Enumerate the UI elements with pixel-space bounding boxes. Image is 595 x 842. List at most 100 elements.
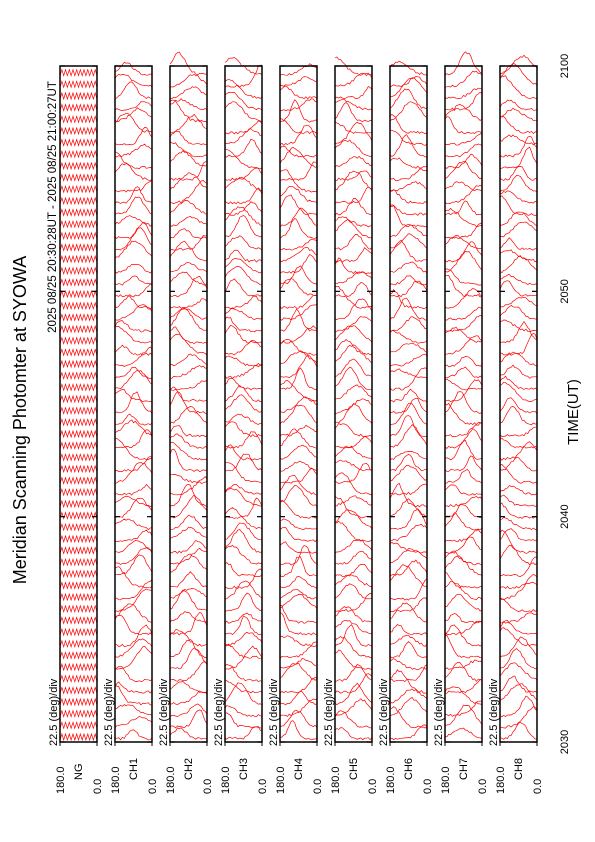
scan-trace: [114, 554, 153, 576]
scan-trace: [499, 364, 538, 379]
scan-trace: [444, 200, 483, 216]
scan-trace: [389, 548, 428, 564]
scan-trace: [114, 196, 153, 215]
scan-trace: [499, 134, 538, 146]
scan-trace: [169, 690, 208, 705]
scan-trace: [334, 339, 373, 356]
scan-trace: [499, 99, 538, 111]
scan-trace: [114, 275, 153, 286]
scan-trace: [224, 562, 263, 577]
scan-trace: [334, 102, 373, 123]
scan-trace: [389, 157, 428, 169]
scan-trace: [279, 194, 318, 216]
scan-trace: [59, 453, 98, 462]
scan-trace: [224, 431, 263, 449]
scan-trace: [279, 635, 318, 647]
scan-trace: [334, 472, 373, 496]
scan-trace: [389, 415, 428, 437]
scan-trace: [169, 709, 208, 729]
y-tick-label: 0.0: [92, 779, 104, 794]
scan-trace: [334, 98, 373, 111]
scan-trace: [59, 254, 98, 264]
scan-trace: [499, 695, 538, 718]
scan-trace: [169, 180, 208, 205]
scan-trace: [169, 275, 208, 298]
scan-trace: [224, 258, 263, 274]
scan-trace: [334, 520, 373, 542]
scan-trace: [224, 176, 263, 192]
scan-trace: [499, 528, 538, 542]
scan-trace: [59, 138, 98, 147]
scan-trace: [334, 170, 373, 191]
scan-trace: [389, 113, 428, 135]
panel: 180.0 0.0 22.5 (deg)/div CH8: [488, 54, 544, 794]
scan-trace: [334, 403, 373, 424]
scan-trace: [444, 234, 483, 250]
y-tick-label: 0.0: [312, 779, 324, 794]
scan-trace: [59, 732, 98, 742]
scan-trace: [115, 540, 153, 553]
scan-trace: [389, 297, 428, 321]
scan-trace: [334, 316, 373, 333]
scan-trace: [59, 709, 98, 718]
scan-trace: [389, 578, 428, 601]
scan-trace: [59, 558, 98, 567]
scan-trace: [389, 597, 428, 613]
scan-trace: [444, 87, 483, 100]
panel: 180.0 0.0 22.5 (deg)/div CH5: [323, 56, 379, 794]
scan-trace: [224, 201, 263, 216]
scan-trace: [59, 278, 98, 287]
scan-trace: [389, 239, 428, 262]
panel-label: CH3: [238, 758, 250, 780]
panel: 180.0 0.0 22.5 (deg)/div CH7: [433, 51, 489, 794]
scan-trace: [389, 330, 428, 344]
scan-trace: [444, 306, 483, 321]
scan-trace: [59, 523, 98, 532]
scan-trace: [279, 499, 318, 519]
scan-trace: [169, 727, 208, 740]
y-tick-label: 180.0: [55, 766, 67, 794]
scan-trace: [334, 358, 373, 377]
scan-trace: [334, 121, 373, 145]
scan-trace: [444, 326, 483, 343]
scan-trace: [389, 564, 428, 588]
scan-trace: [169, 262, 208, 273]
panel: 180.0 0.0 22.5 (deg)/div CH2: [158, 51, 214, 794]
scan-trace: [224, 249, 263, 263]
x-tick-label: 2040: [559, 504, 571, 528]
scan-trace: [499, 675, 538, 693]
scan-trace: [169, 379, 208, 391]
scan-trace: [499, 255, 538, 274]
scan-trace: [389, 288, 428, 309]
scan-trace: [389, 224, 428, 238]
scan-trace: [389, 129, 428, 146]
scan-trace: [334, 56, 373, 76]
scan-trace: [224, 682, 263, 706]
scan-trace: [334, 197, 373, 216]
x-tick-label: 2030: [559, 730, 571, 754]
scan-trace: [170, 553, 208, 573]
scan-trace: [499, 485, 538, 496]
scan-trace: [59, 441, 98, 450]
scan-trace: [334, 624, 373, 647]
scale-label: 22.5 (deg)/div: [433, 678, 445, 746]
scan-trace: [59, 80, 98, 89]
scan-trace: [334, 216, 373, 228]
scan-trace: [59, 499, 98, 509]
scan-trace: [224, 340, 263, 356]
scan-trace: [389, 134, 427, 158]
scan-trace: [444, 116, 483, 135]
scan-trace: [444, 379, 483, 403]
scan-trace: [334, 344, 373, 364]
scan-trace: [169, 307, 208, 331]
scan-trace: [389, 275, 428, 286]
scan-trace: [224, 544, 263, 565]
scan-trace: [334, 139, 373, 157]
panel-label: CH1: [128, 758, 140, 780]
scan-trace: [169, 406, 208, 424]
scan-trace: [334, 574, 373, 587]
scan-trace: [169, 441, 208, 461]
panel-label: CH8: [513, 758, 525, 780]
scan-trace: [279, 677, 318, 694]
scan-trace: [114, 429, 153, 449]
